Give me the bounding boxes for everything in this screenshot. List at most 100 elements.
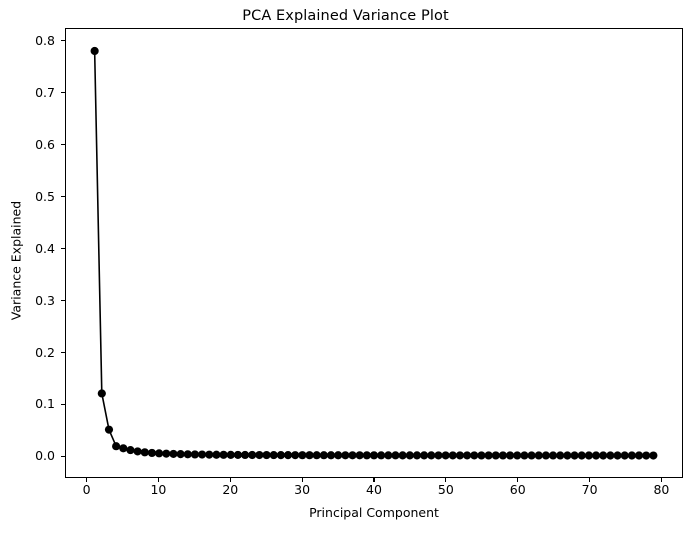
data-point-marker: [548, 451, 558, 460]
y-axis-tick-label: 0.2: [35, 344, 55, 360]
data-point-marker: [570, 451, 579, 460]
data-point-marker: [556, 451, 565, 460]
data-point-marker: [355, 451, 364, 460]
x-axis-tick-mark: [229, 478, 231, 483]
data-point-marker: [255, 450, 264, 460]
data-point-marker: [606, 451, 615, 460]
data-point-marker: [226, 450, 235, 459]
data-point-marker: [513, 451, 522, 460]
data-point-marker: [112, 442, 121, 451]
data-point-marker: [319, 451, 328, 460]
y-axis-tick-mark: [60, 299, 65, 302]
y-axis-tick-mark: [60, 144, 65, 146]
y-axis-tick-mark: [60, 92, 65, 94]
data-point-marker: [420, 451, 429, 460]
y-axis-tick-mark: [60, 196, 65, 198]
y-axis-tick-label: 0.5: [35, 188, 55, 204]
data-point-marker: [520, 451, 529, 460]
data-point-marker: [248, 450, 257, 460]
data-point-marker: [298, 451, 307, 460]
data-point-marker: [491, 451, 500, 460]
data-point-marker: [240, 450, 250, 460]
data-point-marker: [169, 449, 178, 459]
x-axis-tick-mark: [660, 478, 662, 483]
data-point-marker: [613, 451, 622, 460]
data-point-marker: [527, 451, 536, 460]
x-axis-tick-mark: [517, 478, 519, 483]
data-point-marker: [391, 451, 400, 460]
y-axis-tick-label: 0.1: [35, 396, 55, 412]
data-point-marker: [104, 425, 114, 434]
x-axis-tick-mark: [301, 478, 303, 483]
data-point-marker: [147, 448, 157, 458]
y-axis-tick-label: 0.4: [35, 240, 55, 256]
data-point-marker: [620, 451, 629, 460]
data-point-marker: [412, 451, 422, 460]
data-point-marker: [155, 449, 164, 458]
data-point-marker: [97, 389, 106, 398]
x-axis-tick-label: 40: [366, 482, 382, 497]
y-axis-tick-mark: [60, 403, 65, 406]
y-axis-tick-label: 0.7: [35, 84, 55, 100]
data-point-marker: [541, 451, 550, 460]
data-point-marker: [384, 451, 393, 460]
data-point-marker: [219, 450, 228, 459]
data-point-marker: [291, 451, 300, 460]
data-point-marker: [405, 451, 414, 460]
data-point-marker: [198, 450, 207, 459]
y-axis-tick-label: 0.6: [35, 136, 55, 152]
data-point-marker: [563, 451, 572, 460]
data-point-marker: [90, 46, 99, 56]
data-point-marker: [119, 444, 128, 453]
x-axis-tick-label: 20: [222, 482, 239, 497]
data-point-marker: [126, 446, 135, 455]
x-axis-tick-mark: [445, 478, 447, 483]
data-point-marker: [591, 451, 601, 460]
y-axis-tick-label: 0.3: [35, 292, 55, 308]
data-point-marker: [205, 450, 214, 459]
data-point-marker: [377, 451, 386, 460]
x-axis-tick-label: 70: [581, 482, 598, 497]
data-point-marker: [534, 451, 543, 460]
data-point-marker: [627, 451, 636, 460]
data-point-marker: [642, 451, 651, 460]
data-point-marker: [326, 451, 336, 460]
data-point-marker: [484, 451, 493, 460]
data-point-marker: [269, 451, 278, 460]
x-axis-tick-label: 60: [509, 482, 526, 497]
y-axis-tick-mark: [60, 351, 65, 354]
data-point-marker: [140, 448, 149, 457]
data-point-marker: [348, 451, 357, 460]
data-point-marker: [176, 450, 185, 459]
data-point-marker: [448, 451, 457, 460]
data-point-marker: [305, 451, 314, 460]
data-point-marker: [577, 451, 586, 460]
data-point-marker: [463, 451, 472, 460]
data-point-marker: [362, 451, 371, 460]
data-point-marker: [498, 451, 508, 460]
data-point-marker: [183, 450, 192, 459]
x-axis-tick-mark: [157, 478, 159, 483]
data-point-marker: [584, 451, 593, 460]
y-axis-tick-label: 0.0: [35, 448, 55, 464]
series-canvas: [90, 46, 658, 460]
data-point-marker: [341, 451, 350, 460]
x-axis-tick-label: 30: [294, 482, 311, 497]
x-axis-tick-label: 0: [82, 482, 91, 497]
data-point-marker: [398, 451, 407, 460]
y-axis-tick-mark: [60, 248, 65, 250]
y-axis-tick-mark: [60, 455, 65, 457]
data-point-marker: [470, 451, 479, 460]
data-point-marker: [276, 451, 285, 460]
x-axis-tick-mark: [373, 478, 375, 483]
x-axis-tick-label: 50: [437, 482, 454, 497]
data-point-marker: [369, 451, 379, 460]
data-point-marker: [312, 451, 321, 460]
data-point-marker: [434, 451, 443, 460]
chart-title: PCA Explained Variance Plot: [242, 8, 449, 24]
data-point-marker: [649, 451, 658, 460]
data-point-marker: [599, 451, 608, 460]
x-axis-tick-label: 10: [150, 482, 167, 497]
x-axis-tick-label: 80: [653, 482, 670, 497]
